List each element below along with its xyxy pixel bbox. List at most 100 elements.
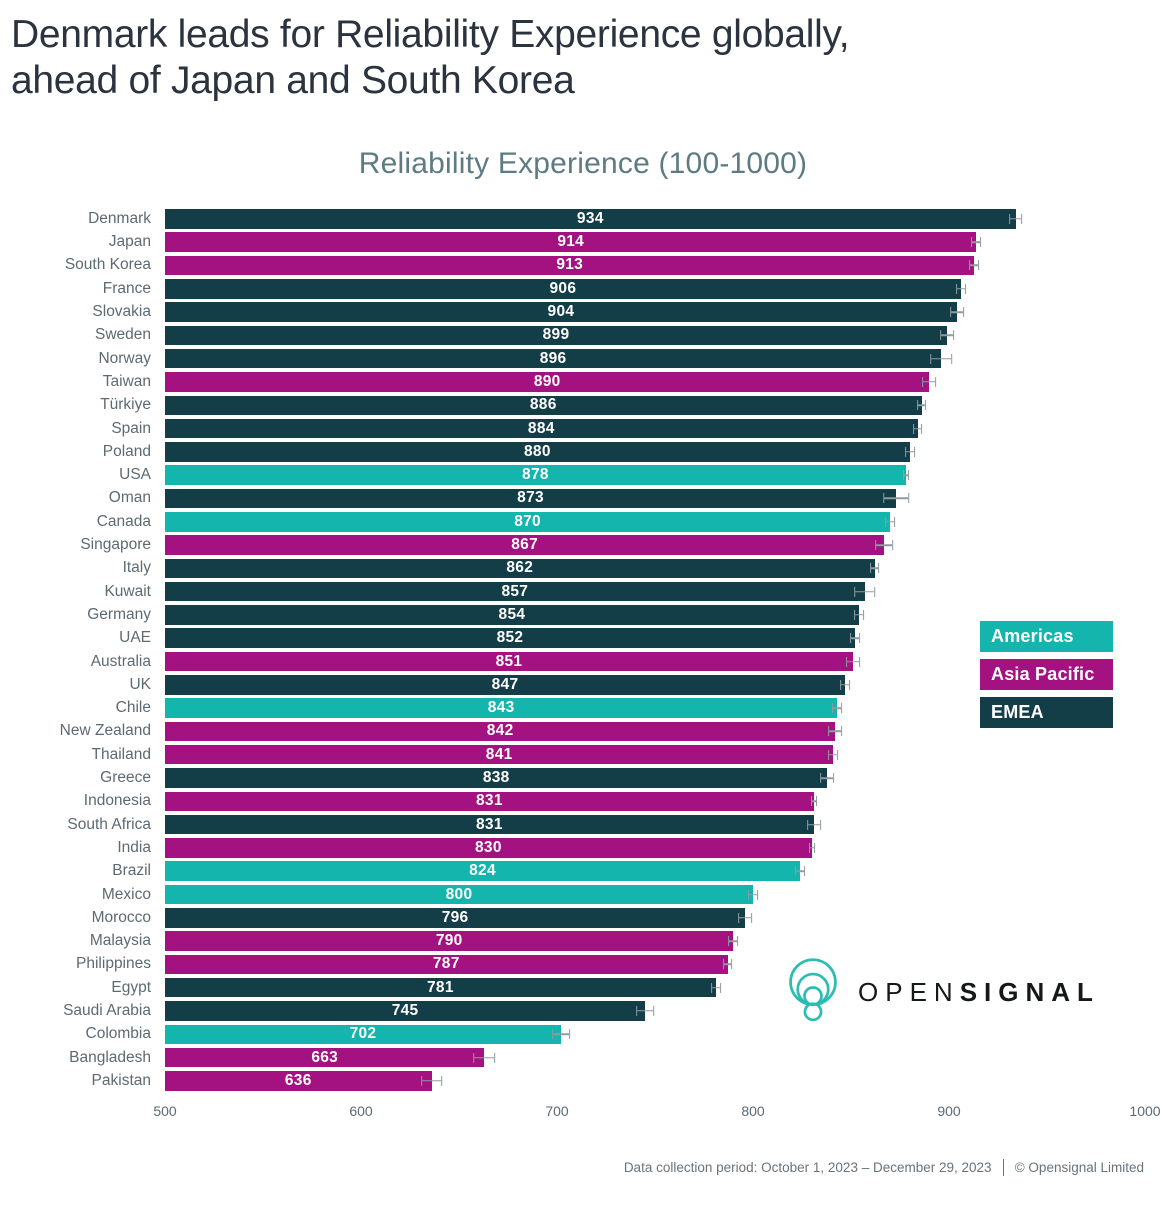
bar-value-label: 636 (284, 1071, 312, 1089)
country-label: South Korea (64, 256, 151, 274)
bar-value-label: 880 (524, 442, 551, 460)
error-bar-line (884, 497, 908, 500)
country-label: Philippines (76, 955, 151, 973)
country-label: Denmark (88, 209, 151, 227)
bar-track: 787 (165, 954, 1145, 975)
error-bar-line (876, 544, 893, 546)
country-label: Morocco (91, 908, 151, 926)
page-title-line2: ahead of Japan and South Korea (11, 58, 575, 102)
bar: 636 (165, 1071, 432, 1091)
country-label: Sweden (94, 326, 151, 344)
error-bar-line (829, 730, 842, 733)
x-axis-tick: 500 (153, 1102, 177, 1119)
country-label: Pakistan (91, 1071, 151, 1089)
error-bar (853, 586, 876, 597)
bar-value-label: 857 (501, 582, 529, 600)
error-bar-line (854, 590, 875, 593)
error-bar (820, 773, 835, 784)
error-bar (922, 376, 937, 387)
bar-value-label: 781 (426, 978, 454, 996)
error-bar-line (637, 1010, 654, 1012)
bar-value-label: 862 (506, 559, 534, 577)
bar: 851 (165, 651, 853, 672)
x-axis-tick: 900 (937, 1102, 961, 1119)
error-bar-line (1009, 218, 1022, 220)
bar: 914 (165, 232, 977, 252)
bar-track: 790 (165, 931, 1145, 951)
error-bar-line (807, 823, 820, 826)
bar: 857 (165, 581, 865, 602)
error-bar (969, 260, 980, 271)
bar-value-label: 702 (349, 1025, 377, 1043)
bar-track: 862 (165, 558, 1145, 579)
bar-row: Singapore 867 (0, 533, 1166, 556)
bar: 884 (165, 418, 918, 439)
bar-value-label: 745 (391, 1001, 419, 1019)
footer: Data collection period: October 1, 2023 … (0, 1158, 1166, 1176)
error-bar-line (923, 381, 936, 383)
bar-track: 663 (165, 1047, 1145, 1068)
error-bar-line (850, 637, 859, 639)
bar-value-label: 896 (539, 349, 567, 367)
bar-row: Sweden 899 (0, 324, 1166, 347)
error-bar (1008, 213, 1023, 224)
country-label: Slovakia (92, 303, 151, 321)
bar-row: UAE 852 (0, 627, 1166, 650)
legend-item-emea: EMEA (980, 697, 1113, 729)
bar-row: Mexico 800 (0, 883, 1166, 906)
error-bar (728, 936, 739, 947)
x-axis-tick: 700 (545, 1102, 569, 1119)
bar: 867 (165, 535, 885, 555)
bar-track: 830 (165, 838, 1145, 858)
chart-title: Reliability Experience (100-1000) (358, 147, 808, 181)
bar: 790 (165, 931, 734, 951)
bar-track: 896 (165, 348, 1145, 369)
bar-track: 899 (165, 325, 1145, 346)
bar-row: Egypt 781 (0, 976, 1166, 999)
error-bar (849, 633, 860, 644)
bar-row: Japan 914 (0, 231, 1166, 254)
country-label: Indonesia (83, 792, 151, 810)
bar-row: Indonesia 831 (0, 790, 1166, 813)
bar-value-label: 906 (549, 279, 577, 297)
bar: 904 (165, 302, 957, 322)
bar-row: USA 878 (0, 464, 1166, 487)
x-axis: 500 600 700 800 900 1000 (153, 1101, 1160, 1125)
error-bar-line (917, 404, 926, 407)
bar: 870 (165, 512, 891, 532)
error-bar-line (421, 1080, 442, 1082)
bar-track: 842 (165, 721, 1145, 742)
error-bar (869, 563, 880, 574)
country-label: Egypt (111, 978, 151, 996)
bar-row: Australia 851 (0, 650, 1166, 673)
country-label: Norway (98, 349, 151, 367)
country-label: India (117, 838, 151, 856)
bar: 913 (165, 255, 975, 276)
bar-value-label: 843 (487, 699, 515, 717)
bar-row: Philippines 787 (0, 953, 1166, 976)
error-bar-line (941, 334, 953, 337)
bar-row: Pakistan 636 (0, 1069, 1166, 1092)
bar-track: 873 (165, 488, 1145, 509)
bar: 847 (165, 675, 846, 695)
error-bar-line (809, 847, 814, 849)
error-bar (420, 1075, 443, 1086)
error-bar (885, 516, 896, 527)
bar: 800 (165, 884, 753, 905)
bar: 906 (165, 279, 961, 299)
bar-value-label: 831 (475, 815, 503, 833)
bar-row: Canada 870 (0, 510, 1166, 533)
bar-row: Saudi Arabia 745 (0, 999, 1166, 1022)
legend-item-americas: Americas (980, 621, 1113, 653)
bar-track: 878 (165, 465, 1145, 485)
bar-rows: Denmark 934 Japan 914 South Korea 913 France 90… (0, 207, 1166, 1092)
country-label: Singapore (80, 536, 151, 554)
error-bar-line (905, 451, 914, 453)
country-label: Australia (90, 652, 151, 670)
bar-row: Norway 896 (0, 347, 1166, 370)
opensignal-wordmark: OPENSIGNAL (858, 977, 1100, 1008)
error-bar (949, 307, 964, 318)
error-bar-line (970, 264, 979, 267)
bar-track: 702 (165, 1024, 1145, 1045)
bar-row: South Korea 913 (0, 254, 1166, 277)
